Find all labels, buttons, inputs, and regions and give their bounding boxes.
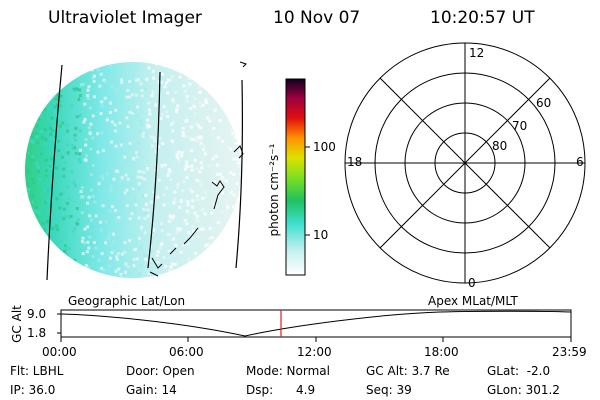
instrument-title: Ultraviolet Imager [48,8,202,28]
timeline-left-title: Geographic Lat/Lon [68,294,186,308]
colorbar [285,78,310,276]
timeline-x-tick-0600: 06:00 [169,345,204,359]
polar-plot [344,42,586,284]
info-glon: GLon: 301.2 [487,383,560,397]
info-door: Door: Open [126,364,195,378]
auroral-image [25,61,247,281]
timeline-x-tick-2359: 23:59 [552,345,587,359]
lat-label-80: 80 [492,139,508,153]
colorbar-tick-100: 100 [313,140,336,154]
time-label: 10:20:57 UT [430,8,535,28]
timeline-x-tick-1200: 12:00 [297,345,332,359]
info-gc-alt: GC Alt: 3.7 Re [366,364,450,378]
info-glat: GLat: -2.0 [487,364,551,378]
date-label: 10 Nov 07 [273,8,361,28]
timeline-plot [57,309,572,342]
timeline-y-tick-1: 1.8 [27,326,47,340]
info-mode: Mode: Normal [246,364,330,378]
info-gain: Gain: 14 [126,383,177,397]
timeline-y-tick-9: 9.0 [27,307,47,321]
mlt-label-6: 6 [576,155,584,169]
colorbar-tick-10: 10 [313,228,329,242]
info-seq: Seq: 39 [366,383,412,397]
timeline-x-tick-0000: 00:00 [42,345,77,359]
timeline-right-title: Apex MLat/MLT [428,294,518,308]
mlt-label-0: 0 [468,276,476,290]
colorbar-unit-label: photon cm⁻²s⁻¹ [267,143,281,237]
mlt-label-18: 18 [347,155,363,169]
timeline-y-label: GC Alt [10,305,24,343]
lat-label-70: 70 [512,119,528,133]
info-ip: IP: 36.0 [10,383,56,397]
info-flt: Flt: LBHL [10,364,64,378]
info-dsp: Dsp: 4.9 [246,383,316,397]
lat-label-60: 60 [536,96,552,110]
timeline-x-tick-1800: 18:00 [424,345,459,359]
mlt-label-12: 12 [469,46,485,60]
